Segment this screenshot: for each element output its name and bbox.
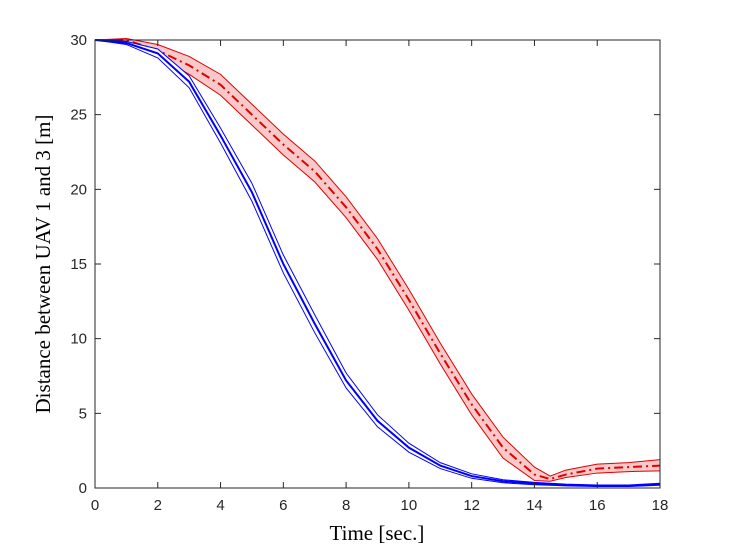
- x-tick-label: 2: [154, 497, 162, 514]
- y-tick-label: 15: [70, 256, 87, 273]
- y-tick-label: 20: [70, 181, 87, 198]
- x-tick-label: 16: [589, 497, 606, 514]
- x-axis-label: Time [sec.]: [330, 521, 425, 545]
- band-lower: [94, 39, 661, 482]
- x-tick-label: 18: [652, 497, 669, 514]
- x-tick-label: 0: [91, 497, 99, 514]
- y-tick-label: 10: [70, 331, 87, 348]
- x-tick-label: 14: [526, 497, 543, 514]
- x-tick-label: 6: [279, 497, 287, 514]
- line: [94, 39, 661, 487]
- y-tick-label: 5: [79, 405, 87, 422]
- x-tick-label: 10: [401, 497, 418, 514]
- y-tick-label: 30: [70, 32, 87, 49]
- band-upper: [94, 38, 661, 477]
- y-axis-label: Distance between UAV 1 and 3 [m]: [31, 115, 55, 414]
- line: [95, 39, 661, 481]
- y-tick-label: 25: [70, 107, 87, 124]
- x-tick-label: 4: [216, 497, 224, 514]
- y-tick-label: 0: [79, 480, 87, 497]
- x-tick-label: 8: [342, 497, 350, 514]
- x-tick-label: 12: [463, 497, 480, 514]
